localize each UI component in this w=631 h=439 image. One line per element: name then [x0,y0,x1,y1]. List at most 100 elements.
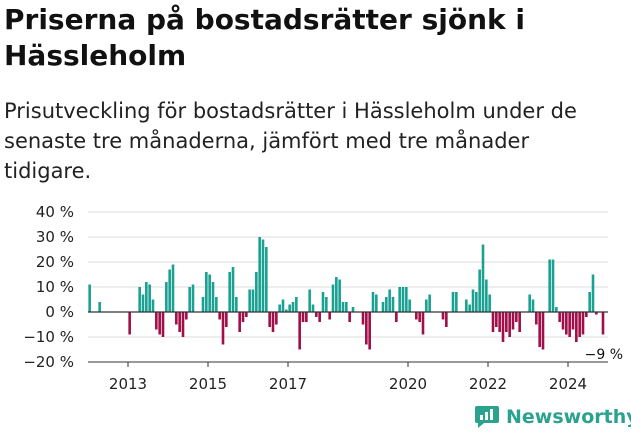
bar [308,289,311,312]
y-tick-label: 20 % [36,253,74,271]
bar [155,312,158,330]
bar [185,312,188,320]
bar [591,274,595,312]
bar [281,299,285,312]
bar [425,299,428,312]
bar [98,302,101,312]
bar [271,312,275,332]
bar [451,292,455,312]
bar [568,312,571,337]
bar [475,292,478,312]
bar [535,312,538,325]
bar [495,312,498,327]
y-tick-label: 10 % [36,278,74,296]
bar [471,289,475,312]
bar [581,312,585,335]
bar [298,312,301,350]
bar [485,279,488,312]
bar [498,312,501,332]
bar [288,304,291,312]
bar [228,272,231,312]
y-tick-label: 30 % [36,228,74,246]
bar [258,237,261,312]
bar [531,299,535,312]
bar [248,289,251,312]
bar [311,304,315,312]
bar [588,292,591,312]
bar [328,312,331,320]
bar [128,312,131,335]
bar [551,259,555,312]
bar [141,294,145,312]
bar [245,312,248,317]
bar [338,279,341,312]
bar [415,312,418,320]
bar [205,272,208,312]
bar [595,312,598,315]
bar [558,312,561,322]
bar [171,264,175,312]
bar [251,289,255,312]
bar [488,294,491,312]
bar [348,312,351,322]
bar [208,274,211,312]
bar [375,294,378,312]
bar [571,312,575,330]
bar [218,312,221,320]
bar [148,284,151,312]
bar [421,312,425,335]
bar [241,312,245,322]
bar [371,292,375,312]
x-tick-label: 2022 [469,375,507,393]
bar [405,287,408,312]
bar [88,284,91,312]
bar [318,312,321,322]
bar [445,312,448,327]
bar [601,312,605,335]
bar [388,289,391,312]
bar [178,312,181,332]
bar [275,312,278,325]
bar [468,304,471,312]
bar [455,292,458,312]
bar [315,312,318,317]
bar [578,312,581,337]
bar [518,312,521,332]
bar [361,312,365,325]
bar [191,284,195,312]
bar [418,312,421,322]
bar [508,312,511,337]
bar [168,269,171,312]
bar [548,259,551,312]
bar [321,292,325,312]
bar [211,282,215,312]
bar [235,297,238,312]
bar [295,297,298,312]
bar [278,304,281,312]
y-tick-label: −20 % [23,353,74,371]
bar [331,284,335,312]
bar [335,277,338,312]
brand-name: Newsworthy [506,406,631,428]
bar [231,267,235,312]
bar [201,297,205,312]
y-axis-tick-labels: −20 % −10 % 0 % 10 % 20 % 30 % 40 % [23,203,74,371]
bar [138,287,141,312]
brand: Newsworthy [474,405,631,429]
bar [215,297,218,312]
bar [398,287,401,312]
bar [395,312,398,322]
bar [325,297,328,312]
bar [221,312,225,345]
last-value-label: −9 % [585,347,623,363]
bar [351,307,355,312]
bar [165,282,168,312]
bar [301,312,305,322]
bar [441,312,445,320]
chart-subtitle: Prisutveckling för bostadsrätter i Hässl… [4,99,577,183]
bar [341,302,345,312]
bar [515,312,518,322]
x-tick-label: 2017 [269,375,307,393]
bar [538,312,541,347]
bar [345,302,348,312]
